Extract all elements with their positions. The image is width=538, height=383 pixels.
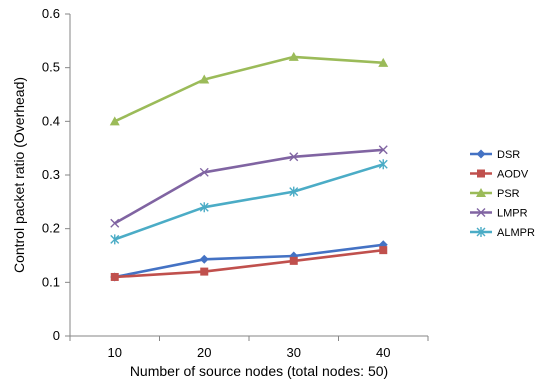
series-layer <box>109 51 389 282</box>
legend-marker <box>476 227 486 237</box>
x-tick-label: 20 <box>197 345 211 360</box>
x-axis-ticks: 10 20 30 40 <box>69 336 429 360</box>
data-point <box>378 145 388 155</box>
data-point <box>199 254 209 264</box>
data-point <box>110 234 120 245</box>
series-psr <box>109 51 389 126</box>
legend-label: ALMPR <box>497 227 535 239</box>
series-line-aodv <box>114 248 384 279</box>
x-axis-label: Number of source nodes (total nodes: 50) <box>130 363 388 379</box>
y-tick-label: 0.5 <box>42 60 60 75</box>
data-point <box>289 256 298 265</box>
series-line-psr <box>114 55 384 123</box>
data-point <box>379 246 388 255</box>
legend-marker <box>477 169 485 178</box>
y-tick-label: 0.1 <box>42 274 60 289</box>
legend-item-dsr: DSR <box>470 149 520 161</box>
series-line-almpr <box>114 163 384 241</box>
y-axis-label: Control packet ratio (Overhead) <box>11 77 27 273</box>
data-point <box>109 116 120 126</box>
x-tick-label: 40 <box>376 345 390 360</box>
x-tick-label: 10 <box>108 345 122 360</box>
series-lmpr <box>110 145 388 228</box>
legend-label: DSR <box>497 149 520 161</box>
legend-marker <box>476 208 486 217</box>
legend-marker <box>476 188 486 197</box>
data-point <box>289 152 299 162</box>
y-tick-label: 0.3 <box>42 167 60 182</box>
y-tick-label: 0.2 <box>42 221 60 236</box>
data-point <box>199 202 209 213</box>
legend-marker <box>476 149 486 159</box>
y-axis-ticks: 0 0.1 0.2 0.3 0.4 0.5 0.6 <box>42 6 70 343</box>
legend: DSR AODV PSR LMPR ALMPR <box>470 149 535 239</box>
series-almpr <box>110 159 388 245</box>
series-line-dsr <box>114 243 384 279</box>
legend-item-lmpr: LMPR <box>470 208 528 220</box>
series-aodv <box>110 246 388 281</box>
legend-label: AODV <box>497 169 529 181</box>
series-line-lmpr <box>114 148 384 225</box>
data-point <box>110 272 119 281</box>
data-point <box>378 57 389 67</box>
legend-item-psr: PSR <box>470 188 520 200</box>
data-point <box>110 218 120 228</box>
legend-item-almpr: ALMPR <box>470 227 535 239</box>
x-tick-label: 30 <box>287 345 301 360</box>
legend-label: PSR <box>497 188 520 200</box>
y-tick-label: 0.4 <box>42 113 60 128</box>
legend-label: LMPR <box>497 208 528 220</box>
y-tick-label: 0 <box>53 328 60 343</box>
data-point <box>199 74 210 84</box>
legend-item-aodv: AODV <box>470 169 529 181</box>
y-tick-label: 0.6 <box>42 6 60 21</box>
data-point <box>378 159 388 170</box>
data-point <box>289 186 299 197</box>
data-point <box>200 267 209 276</box>
data-point <box>288 51 299 61</box>
data-point <box>199 167 209 177</box>
